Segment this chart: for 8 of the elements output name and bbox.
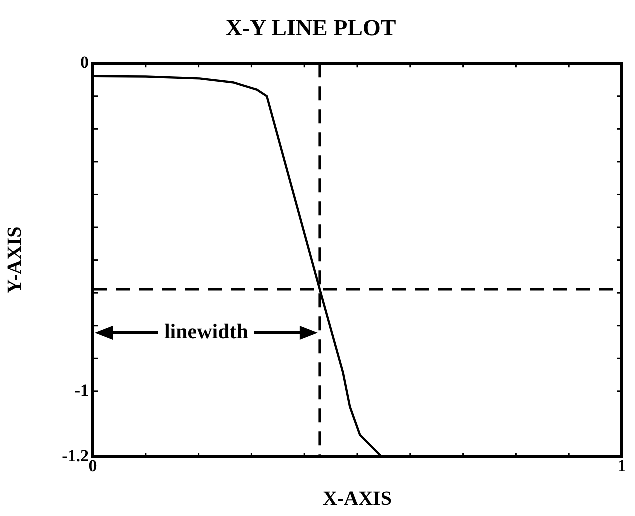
y-axis-title: Y-AXIS [4, 226, 26, 294]
y-tick-label: 0 [80, 52, 89, 72]
x-axis-title: X-AXIS [323, 488, 392, 510]
y-tick-label: -1 [74, 380, 89, 400]
chart-title: X-Y LINE PLOT [226, 16, 396, 41]
annotation: linewidth [164, 320, 249, 344]
x-tick-label: 1 [618, 456, 626, 476]
y-tick-label: -1.2 [62, 446, 89, 466]
